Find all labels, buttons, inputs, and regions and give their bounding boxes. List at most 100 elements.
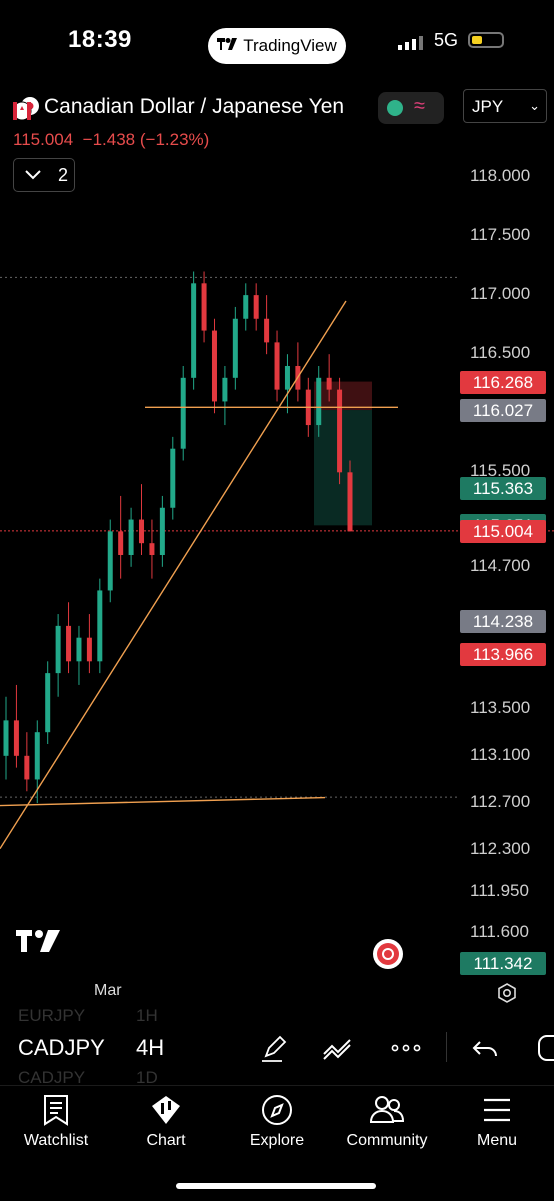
app-name: TradingView	[243, 36, 337, 55]
signal-icon	[398, 36, 423, 50]
network-type: 5G	[434, 30, 459, 50]
nav-menu[interactable]: Menu	[474, 1094, 520, 1150]
watchlist-icon	[44, 1095, 68, 1126]
y-axis-tick-label: 115.500	[470, 461, 531, 481]
status-time: 18:39	[68, 26, 132, 53]
symbol-selector[interactable]: CADJPY	[18, 1035, 105, 1060]
prev-symbol: EURJPY	[18, 1006, 86, 1025]
candle-body	[264, 318, 270, 343]
hamburger-icon	[484, 1098, 510, 1122]
candle-body	[97, 590, 103, 662]
candle-body	[159, 507, 165, 555]
candle-body	[274, 342, 280, 390]
tradingview-logo-icon	[217, 37, 238, 55]
y-axis-tick-label: 117.000	[470, 284, 531, 304]
nav-chart[interactable]: Chart	[136, 1094, 196, 1150]
price-label: 115.363	[460, 477, 546, 501]
record-icon[interactable]	[372, 938, 404, 970]
candle-body	[128, 519, 134, 555]
nav-community[interactable]: Community	[340, 1094, 434, 1150]
currency-value: JPY	[472, 97, 504, 116]
candle-body	[66, 625, 72, 662]
price-label: 113.966	[460, 642, 546, 666]
bottom-nav	[0, 1085, 554, 1201]
candle-body	[24, 755, 30, 780]
nav-chart-label: Chart	[146, 1132, 186, 1149]
price-change: −1.438	[82, 130, 136, 149]
compass-icon	[262, 1095, 292, 1125]
wave-icon: ≈	[414, 95, 425, 117]
y-axis-tick-label: 118.000	[470, 166, 531, 185]
tradingview-watermark-icon	[16, 930, 60, 952]
y-axis-tick-label: 112.300	[470, 839, 531, 859]
indicators-icon[interactable]	[322, 1032, 354, 1064]
community-icon	[369, 1096, 405, 1123]
candle-body	[13, 720, 19, 756]
drawing-pen-icon[interactable]	[258, 1032, 290, 1064]
pair-title[interactable]: Canadian Dollar / Japanese Yen	[44, 95, 345, 118]
candle-body	[3, 720, 9, 756]
market-open-dot-icon	[387, 100, 403, 116]
currency-select[interactable]: JPY ⌄	[463, 89, 547, 123]
candle-body	[253, 295, 259, 319]
y-axis-tick-label: 116.500	[470, 343, 531, 363]
y-axis-tick-label: 112.700	[470, 792, 531, 812]
candle-body	[76, 637, 82, 662]
battery-icon	[468, 32, 504, 48]
chart-icon	[152, 1096, 180, 1124]
price-label: 116.027	[460, 399, 546, 423]
trendline	[0, 300, 347, 850]
prev-timeframe: 1H	[136, 1006, 158, 1025]
candle-body	[86, 637, 92, 662]
undo-icon[interactable]	[470, 1032, 502, 1064]
x-axis-label: Mar	[94, 982, 122, 999]
currency-flags-icon	[12, 97, 39, 120]
candle-body	[34, 732, 40, 780]
indicator-count: 2	[58, 165, 69, 185]
y-axis-tick-label: 114.700	[470, 555, 531, 575]
candle-body	[222, 377, 228, 402]
price-label: 111.342	[460, 952, 546, 976]
more-icon[interactable]	[390, 1032, 422, 1064]
chart-settings-icon[interactable]	[496, 982, 518, 1004]
candle-body	[170, 448, 176, 508]
candle-body	[284, 366, 290, 390]
candle-body	[149, 543, 155, 555]
y-axis-tick-label: 113.500	[470, 697, 531, 717]
candle-body	[243, 295, 249, 319]
toolbar-divider	[446, 1032, 447, 1062]
support-line	[0, 796, 326, 807]
price-label: 116.268	[460, 370, 546, 394]
candle-body	[326, 377, 332, 390]
price-label: 115.004	[460, 519, 546, 543]
nav-explore[interactable]: Explore	[246, 1094, 308, 1150]
next-timeframe: 1D	[136, 1068, 158, 1087]
candle-body	[118, 531, 124, 555]
price-label: 114.238	[460, 610, 546, 634]
y-axis-tick-label: 113.100	[470, 744, 531, 764]
nav-watchlist[interactable]: Watchlist	[20, 1094, 92, 1150]
quote-line: 115.004 −1.438 (−1.23%)	[13, 130, 209, 150]
chevron-down-icon	[24, 165, 42, 186]
last-price: 115.004	[13, 130, 74, 149]
nav-watchlist-label: Watchlist	[23, 1132, 89, 1149]
nav-explore-label: Explore	[249, 1132, 305, 1149]
chevron-down-icon: ⌄	[529, 98, 540, 113]
y-axis-tick-label: 111.950	[470, 880, 529, 900]
stop-loss-zone	[314, 381, 372, 411]
nav-menu-label: Menu	[476, 1132, 518, 1149]
candle-body	[107, 531, 113, 591]
candle-body	[316, 377, 322, 426]
candle-body	[347, 472, 353, 532]
price-change-pct: (−1.23%)	[139, 130, 210, 149]
candle-body	[139, 519, 145, 544]
candle-body	[55, 625, 61, 674]
timeframe-selector[interactable]: 4H	[136, 1035, 165, 1060]
candle-body	[180, 377, 186, 449]
app-pill[interactable]: TradingView	[208, 28, 346, 64]
candle-body	[201, 283, 207, 331]
y-axis-tick-label: 117.500	[470, 225, 531, 245]
fullscreen-icon[interactable]	[532, 1032, 554, 1064]
indicators-toggle[interactable]: 2	[13, 158, 75, 192]
candle-body	[337, 389, 343, 473]
